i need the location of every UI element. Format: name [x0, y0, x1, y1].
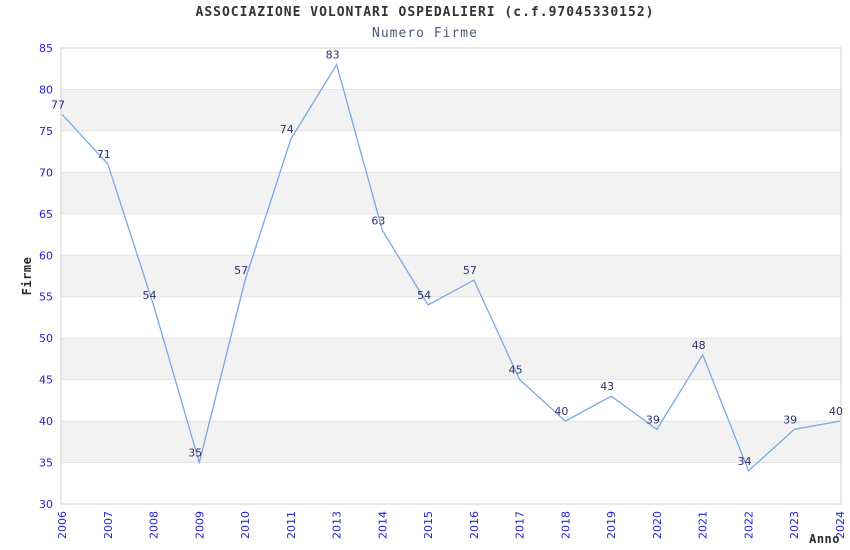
point-label: 39 — [646, 413, 660, 426]
point-label: 40 — [829, 405, 843, 418]
point-label: 83 — [326, 49, 340, 62]
point-label: 39 — [783, 413, 797, 426]
y-tick-label: 75 — [39, 125, 53, 138]
x-tick-label: 2015 — [422, 511, 435, 539]
x-tick-label: 2007 — [102, 511, 115, 539]
y-tick-label: 65 — [39, 208, 53, 221]
x-tick-label: 2008 — [148, 511, 161, 539]
x-tick-label: 2009 — [193, 511, 206, 539]
x-tick-label: 2010 — [239, 511, 252, 539]
point-label: 54 — [143, 289, 157, 302]
x-tick-label: 2022 — [743, 511, 756, 539]
point-label: 40 — [554, 405, 568, 418]
point-label: 71 — [97, 148, 111, 161]
point-label: 63 — [371, 214, 385, 227]
plot-border — [60, 47, 842, 505]
y-tick-label: 50 — [39, 332, 53, 345]
x-axis-title: Anno — [809, 532, 840, 546]
x-tick-label: 2020 — [651, 511, 664, 539]
chart-subtitle: Numero Firme — [372, 26, 478, 41]
x-tick-label: 2016 — [468, 511, 481, 539]
x-tick-label: 2018 — [559, 511, 572, 539]
y-tick-label: 55 — [39, 291, 53, 304]
point-label: 35 — [188, 447, 202, 460]
x-tick-label: 2017 — [514, 511, 527, 539]
point-label: 74 — [280, 123, 294, 136]
x-tick-label: 2019 — [605, 511, 618, 539]
point-label: 34 — [738, 455, 752, 468]
y-tick-label: 70 — [39, 166, 53, 179]
y-tick-label: 80 — [39, 84, 53, 97]
grid-band — [61, 89, 841, 131]
grid-band — [61, 255, 841, 297]
point-label: 48 — [692, 339, 706, 352]
x-tick-label: 2024 — [834, 511, 847, 539]
grid-band — [61, 172, 841, 214]
y-tick-label: 30 — [39, 498, 53, 511]
x-tick-label: 2021 — [697, 511, 710, 539]
x-tick-label: 2014 — [376, 511, 389, 539]
point-label: 43 — [600, 380, 614, 393]
y-tick-label: 85 — [39, 42, 53, 55]
y-tick-label: 40 — [39, 415, 53, 428]
point-label: 57 — [463, 264, 477, 277]
point-label: 45 — [509, 364, 523, 377]
point-label: 54 — [417, 289, 431, 302]
point-label: 57 — [234, 264, 248, 277]
x-tick-label: 2023 — [788, 511, 801, 539]
y-tick-label: 45 — [39, 374, 53, 387]
chart-title: ASSOCIAZIONE VOLONTARI OSPEDALIERI (c.f.… — [195, 5, 655, 20]
data-line — [61, 62, 841, 472]
x-tick-label: 2011 — [285, 511, 298, 539]
point-label: 77 — [51, 98, 65, 111]
y-tick-label: 35 — [39, 457, 53, 470]
x-tick-label: 2013 — [331, 511, 344, 539]
y-tick-label: 60 — [39, 249, 53, 262]
grid-band — [61, 338, 841, 380]
x-tick-label: 2006 — [56, 511, 69, 539]
grid-band — [61, 421, 841, 463]
